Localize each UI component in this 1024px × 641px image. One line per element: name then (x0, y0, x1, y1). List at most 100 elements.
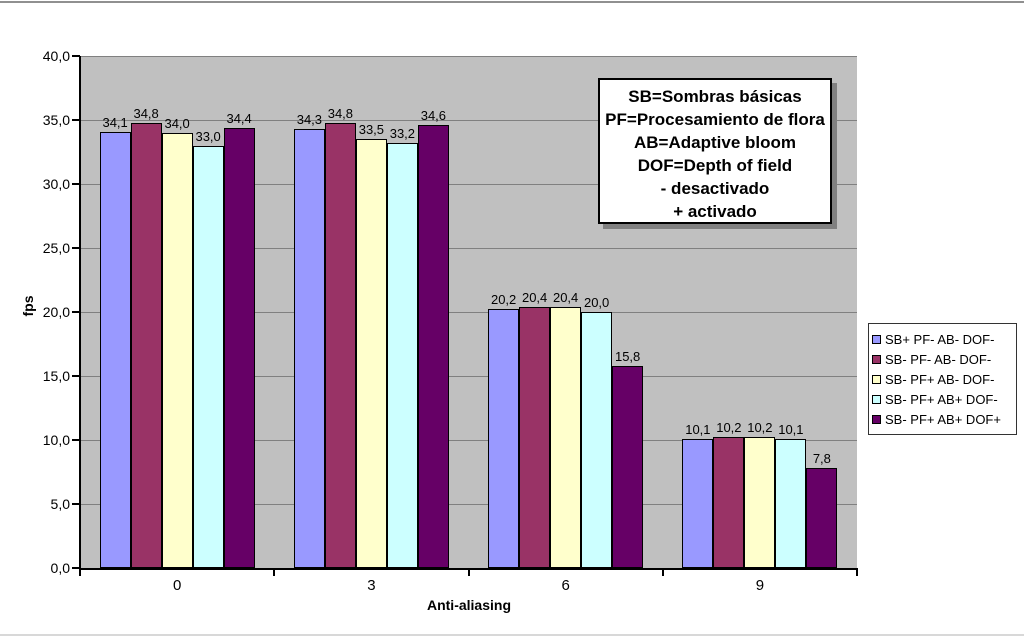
y-tick-mark (72, 439, 80, 441)
y-tick-label: 0,0 (50, 560, 70, 576)
bar-label: 20,4 (521, 289, 548, 305)
bar (355, 139, 387, 568)
x-axis-title: Anti-aliasing (426, 597, 511, 613)
x-tick-mark (468, 570, 470, 576)
bar-label: 34,0 (164, 115, 190, 131)
y-tick-mark (72, 183, 80, 185)
bar (417, 125, 449, 568)
legend-label: SB- PF+ AB+ DOF+ (885, 411, 1001, 427)
gridline-5 (80, 504, 857, 505)
bar-label: 10,2 (716, 420, 742, 436)
bar (223, 127, 255, 568)
y-tick-mark (72, 375, 80, 377)
bar-label: 34,8 (133, 105, 159, 121)
bar-label: 33,5 (358, 122, 385, 138)
bar (612, 365, 644, 568)
bar-label: 15,8 (614, 348, 641, 364)
legend-item: SB- PF- AB- DOF- (872, 349, 1014, 369)
bar-label: 33,0 (195, 128, 221, 144)
gridline-10 (80, 440, 857, 441)
x-tick-label: 9 (755, 577, 765, 594)
legend-swatch-icon (872, 414, 881, 424)
bar-label: 20,0 (583, 295, 610, 310)
legend-item: SB- PF+ AB+ DOF+ (872, 409, 1014, 429)
y-tick-label: 15,0 (42, 368, 70, 384)
y-tick-label: 20,0 (42, 304, 70, 320)
legend-label: SB- PF- AB- DOF- (885, 351, 992, 367)
bar (99, 131, 131, 568)
legend-item: SB- PF+ AB- DOF- (872, 369, 1014, 389)
bar-label: 34,6 (420, 108, 447, 124)
legend-label: SB+ PF- AB- DOF- (885, 331, 995, 347)
bar (713, 437, 745, 568)
y-axis-line (79, 56, 81, 570)
bar (581, 312, 613, 568)
bar (775, 438, 807, 568)
x-axis-line (79, 568, 858, 570)
gridline-15 (80, 376, 857, 377)
bar (130, 122, 162, 568)
y-tick-mark (72, 55, 80, 57)
legend: SB+ PF- AB- DOF- SB- PF- AB- DOF- SB- PF+ … (868, 323, 1017, 435)
annotation-line: DOF=Depth of field (637, 156, 793, 175)
legend-swatch-icon (872, 354, 881, 364)
annotation-line: PF=Procesamiento de flora (605, 110, 825, 129)
x-tick-mark (273, 570, 275, 576)
bar (161, 132, 193, 568)
gridline-40 (80, 56, 857, 57)
y-axis-title: fps (20, 295, 36, 317)
legend-swatch-icon (872, 334, 881, 344)
bar (682, 438, 714, 568)
bar-label: 20,2 (490, 292, 517, 308)
bar (293, 128, 325, 568)
y-tick-mark (72, 503, 80, 505)
x-tick-label: 0 (172, 577, 182, 594)
y-tick-label: 40,0 (42, 48, 70, 64)
y-tick-label: 25,0 (42, 240, 70, 256)
bar-label: 10,1 (778, 421, 804, 437)
gridline-35 (80, 120, 857, 121)
annotation-line: AB=Adaptive bloom (634, 133, 796, 152)
bar-label: 34,1 (102, 114, 128, 130)
page-bottom-border (0, 634, 1024, 636)
y-tick-mark (72, 119, 80, 121)
legend-item: SB- PF+ AB+ DOF- (872, 389, 1014, 409)
bar (324, 122, 356, 568)
x-tick-label: 3 (367, 577, 376, 594)
bar (192, 145, 224, 568)
bar (806, 468, 838, 568)
bar (519, 306, 551, 568)
page-top-border (0, 1, 1024, 3)
bar-label: 34,4 (226, 110, 252, 126)
bar-label: 7,8 (812, 451, 831, 467)
bar (386, 143, 418, 568)
y-tick-label: 10,0 (42, 432, 70, 448)
bar-label: 34,3 (296, 111, 323, 127)
bar-label: 10,1 (685, 421, 711, 437)
gridline-25 (80, 248, 857, 249)
bar (550, 306, 582, 568)
legend-swatch-icon (872, 374, 881, 384)
y-tick-mark (72, 311, 80, 313)
x-tick-mark (856, 570, 858, 576)
y-tick-mark (72, 567, 80, 569)
gridline-20 (80, 312, 857, 313)
y-tick-label: 35,0 (42, 112, 70, 128)
x-tick-label: 6 (561, 577, 570, 594)
y-tick-mark (72, 247, 80, 249)
legend-label: SB- PF+ AB- DOF- (885, 371, 995, 387)
x-tick-mark (662, 570, 664, 576)
legend-item: SB+ PF- AB- DOF- (872, 329, 1014, 349)
bar-label: 10,2 (747, 420, 773, 436)
y-tick-label: 5,0 (50, 496, 70, 512)
x-tick-mark (79, 570, 81, 576)
annotation-line: SB=Sombras básicas (628, 87, 802, 106)
legend-label: SB- PF+ AB+ DOF- (885, 391, 998, 407)
annotation-box: SB=Sombras básicas PF=Procesamiento de fl… (598, 78, 832, 224)
bar-label: 20,4 (552, 289, 579, 305)
bar-label: 34,8 (327, 105, 354, 121)
gridline-30 (80, 184, 857, 185)
legend-swatch-icon (872, 394, 881, 404)
